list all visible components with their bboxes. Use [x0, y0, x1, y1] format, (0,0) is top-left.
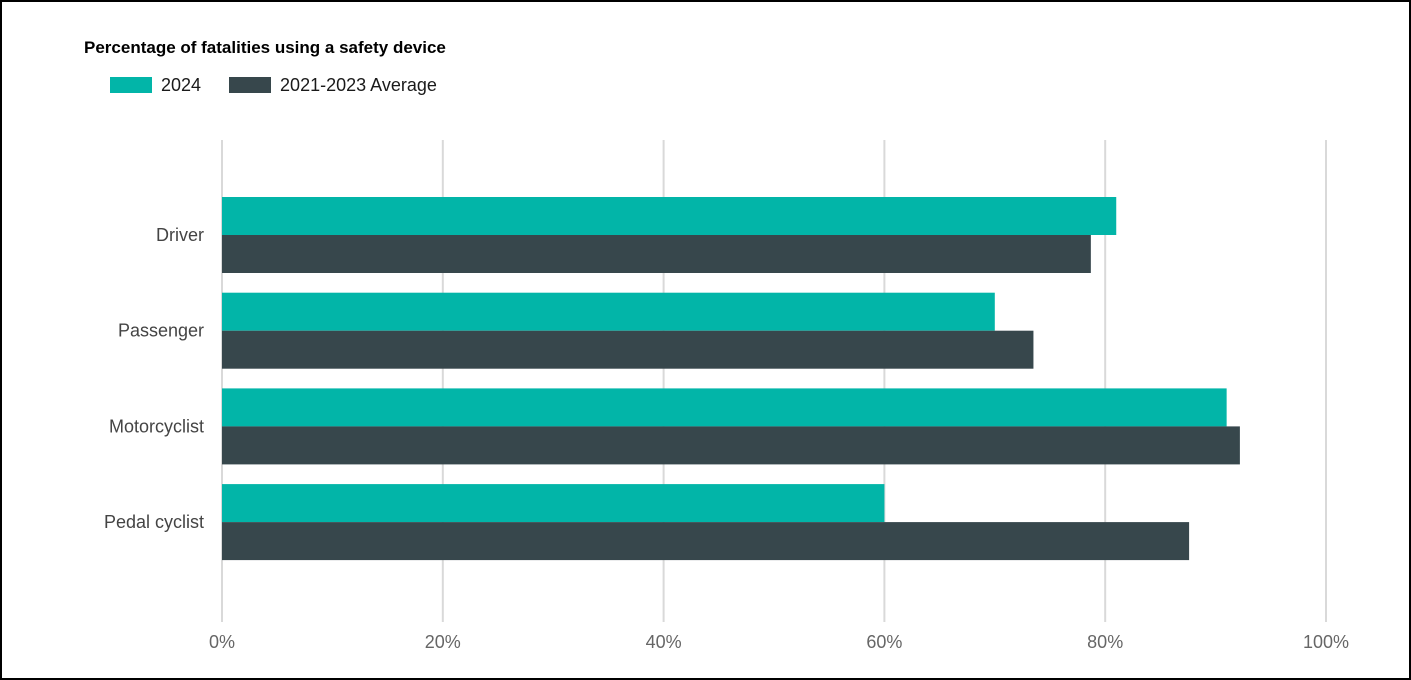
- x-tick-label: 80%: [1087, 632, 1123, 652]
- chart-title: Percentage of fatalities using a safety …: [84, 38, 446, 57]
- bar-2021-2023-average: [222, 522, 1190, 561]
- x-tick-label: 20%: [425, 632, 461, 652]
- bar-2024: [222, 484, 885, 523]
- bar-2024: [222, 197, 1117, 235]
- bar-2021-2023-average: [222, 330, 1034, 369]
- legend: 2024 2021-2023 Average: [110, 72, 465, 98]
- bar-2021-2023-average: [222, 426, 1240, 465]
- x-tick-label: 100%: [1303, 632, 1349, 652]
- legend-item-average: 2021-2023 Average: [229, 75, 437, 96]
- legend-swatch-2024: [110, 77, 152, 93]
- x-tick-label: 40%: [646, 632, 682, 652]
- category-label: Passenger: [118, 321, 204, 341]
- legend-item-2024: 2024: [110, 75, 201, 96]
- bar-2021-2023-average: [222, 235, 1091, 273]
- x-tick-label: 0%: [209, 632, 235, 652]
- category-label: Pedal cyclist: [104, 512, 204, 532]
- bar-2024: [222, 292, 995, 331]
- legend-swatch-average: [229, 77, 272, 93]
- category-label: Driver: [156, 225, 204, 245]
- x-tick-label: 60%: [866, 632, 902, 652]
- bar-2024: [222, 388, 1227, 427]
- category-label: Motorcyclist: [109, 416, 204, 436]
- legend-label-average: 2021-2023 Average: [280, 74, 437, 95]
- legend-label-2024: 2024: [161, 74, 202, 95]
